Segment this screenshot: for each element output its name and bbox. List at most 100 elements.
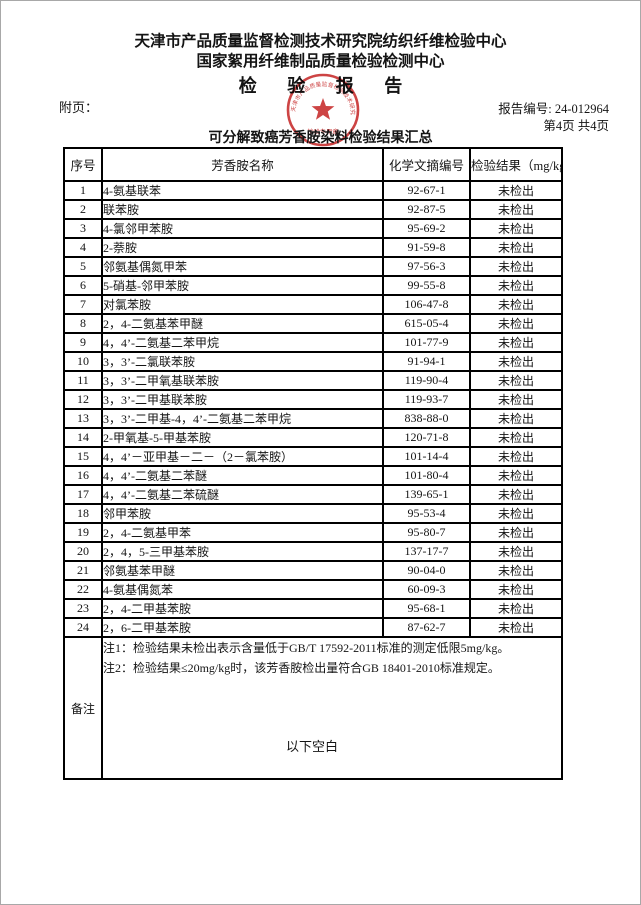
table-row: 1 4-氨基联苯 92-67-1 未检出 (63, 180, 563, 201)
amine-name-cell: 4-氨基联苯 (101, 180, 384, 201)
row-index-cell: 2 (63, 199, 103, 220)
row-index-cell: 3 (63, 218, 103, 239)
results-table-wrapper: 序号 芳香胺名称 化学文摘编号 检验结果（mg/kg） 1 4-氨基联苯 92-… (63, 147, 563, 780)
result-cell: 未检出 (469, 446, 563, 467)
table-row: 11 3，3’-二甲氧基联苯胺 119-90-4 未检出 (63, 370, 563, 391)
amine-name-cell: 4-氨基偶氮苯 (101, 579, 384, 600)
amine-name-cell: 联苯胺 (101, 199, 384, 220)
row-index-cell: 17 (63, 484, 103, 505)
org-name-line2: 国家絮用纤维制品质量检验检测中心 (196, 53, 445, 70)
cas-number-cell: 139-65-1 (382, 484, 471, 505)
result-cell: 未检出 (469, 560, 563, 581)
cas-number-cell: 101-14-4 (382, 446, 471, 467)
amine-name-cell: 2-甲氧基-5-甲基苯胺 (101, 427, 384, 448)
result-cell: 未检出 (469, 484, 563, 505)
result-cell: 未检出 (469, 465, 563, 486)
official-seal-icon: 天津市产品质量监督检测技术研究院纺织纤维检验中心 检验专用章 (284, 71, 360, 147)
column-header-index: 序号 (63, 147, 103, 182)
row-index-cell: 16 (63, 465, 103, 486)
cas-number-cell: 95-80-7 (382, 522, 471, 543)
org-name-line1: 天津市产品质量监督检测技术研究院纺织纤维检验中心 (134, 33, 507, 50)
table-row: 9 4，4’-二氨基二苯甲烷 101-77-9 未检出 (63, 332, 563, 353)
cas-number-cell: 91-59-8 (382, 237, 471, 258)
page-indicator: 第4页 共4页 (543, 119, 609, 133)
cas-number-cell: 60-09-3 (382, 579, 471, 600)
amine-name-cell: 4，4’－亚甲基－二－（2－氯苯胺） (101, 446, 384, 467)
result-cell: 未检出 (469, 180, 563, 201)
report-title: 检 验 报 告 (238, 76, 416, 96)
table-row: 15 4，4’－亚甲基－二－（2－氯苯胺） 101-14-4 未检出 (63, 446, 563, 467)
seal-bottom-text: 检验专用章 (308, 128, 339, 136)
result-cell: 未检出 (469, 237, 563, 258)
result-cell: 未检出 (469, 503, 563, 524)
result-cell: 未检出 (469, 294, 563, 315)
amine-name-cell: 邻甲苯胺 (101, 503, 384, 524)
amine-name-cell: 2，4-二甲基苯胺 (101, 598, 384, 619)
result-cell: 未检出 (469, 617, 563, 638)
row-index-cell: 12 (63, 389, 103, 410)
row-index-cell: 10 (63, 351, 103, 372)
table-row: 14 2-甲氧基-5-甲基苯胺 120-71-8 未检出 (63, 427, 563, 448)
column-header-cas: 化学文摘编号 (382, 147, 471, 182)
result-cell: 未检出 (469, 332, 563, 353)
table-row: 6 5-硝基-邻甲苯胺 99-55-8 未检出 (63, 275, 563, 296)
result-cell: 未检出 (469, 598, 563, 619)
report-number: 报告编号: 24-012964 (498, 98, 609, 117)
cas-number-cell: 95-53-4 (382, 503, 471, 524)
row-index-cell: 14 (63, 427, 103, 448)
below-blank-text: 以下空白 (285, 739, 338, 754)
row-index-cell: 22 (63, 579, 103, 600)
table-row: 22 4-氨基偶氮苯 60-09-3 未检出 (63, 579, 563, 600)
cas-number-cell: 87-62-7 (382, 617, 471, 638)
row-index-cell: 8 (63, 313, 103, 334)
amine-name-cell: 4，4’-二氨基二苯醚 (101, 465, 384, 486)
table-row: 3 4-氯邻甲苯胺 95-69-2 未检出 (63, 218, 563, 239)
remarks-label: 备注 (63, 636, 103, 780)
amine-name-cell: 2，4-二氨基甲苯 (101, 522, 384, 543)
result-cell: 未检出 (469, 370, 563, 391)
row-index-cell: 15 (63, 446, 103, 467)
row-index-cell: 7 (63, 294, 103, 315)
amine-name-cell: 对氯苯胺 (101, 294, 384, 315)
row-index-cell: 4 (63, 237, 103, 258)
cas-number-cell: 92-67-1 (382, 180, 471, 201)
row-index-cell: 6 (63, 275, 103, 296)
result-cell: 未检出 (469, 541, 563, 562)
note-1: 注1：检验结果未检出表示含量低于GB/T 17592-2011标准的测定低限5m… (103, 641, 510, 655)
cas-number-cell: 120-71-8 (382, 427, 471, 448)
cas-number-cell: 95-69-2 (382, 218, 471, 239)
table-row: 21 邻氨基苯甲醚 90-04-0 未检出 (63, 560, 563, 581)
amine-name-cell: 2，4，5-三甲基苯胺 (101, 541, 384, 562)
cas-number-cell: 101-77-9 (382, 332, 471, 353)
amine-name-cell: 2，6-二甲基苯胺 (101, 617, 384, 638)
row-index-cell: 19 (63, 522, 103, 543)
result-cell: 未检出 (469, 408, 563, 429)
result-cell: 未检出 (469, 427, 563, 448)
cas-number-cell: 97-56-3 (382, 256, 471, 277)
table-row: 7 对氯苯胺 106-47-8 未检出 (63, 294, 563, 315)
amine-name-cell: 5-硝基-邻甲苯胺 (101, 275, 384, 296)
amine-name-cell: 2-萘胺 (101, 237, 384, 258)
column-header-result: 检验结果（mg/kg） (469, 147, 563, 182)
table-header-row: 序号 芳香胺名称 化学文摘编号 检验结果（mg/kg） (63, 147, 563, 182)
table-row: 20 2，4，5-三甲基苯胺 137-17-7 未检出 (63, 541, 563, 562)
amine-name-cell: 邻氨基偶氮甲苯 (101, 256, 384, 277)
cas-number-cell: 91-94-1 (382, 351, 471, 372)
results-table: 序号 芳香胺名称 化学文摘编号 检验结果（mg/kg） 1 4-氨基联苯 92-… (63, 147, 563, 780)
row-index-cell: 5 (63, 256, 103, 277)
row-index-cell: 20 (63, 541, 103, 562)
table-row: 2 联苯胺 92-87-5 未检出 (63, 199, 563, 220)
amine-name-cell: 3，3’-二甲基-4，4’-二氨基二苯甲烷 (101, 408, 384, 429)
table-row: 24 2，6-二甲基苯胺 87-62-7 未检出 (63, 617, 563, 638)
table-row: 16 4，4’-二氨基二苯醚 101-80-4 未检出 (63, 465, 563, 486)
table-row: 18 邻甲苯胺 95-53-4 未检出 (63, 503, 563, 524)
table-row: 19 2，4-二氨基甲苯 95-80-7 未检出 (63, 522, 563, 543)
amine-name-cell: 3，3’-二氯联苯胺 (101, 351, 384, 372)
report-number-label: 报告编号: (498, 102, 552, 116)
table-row: 10 3，3’-二氯联苯胺 91-94-1 未检出 (63, 351, 563, 372)
cas-number-cell: 101-80-4 (382, 465, 471, 486)
result-cell: 未检出 (469, 522, 563, 543)
table-row: 8 2，4-二氨基苯甲醚 615-05-4 未检出 (63, 313, 563, 334)
remarks-row: 备注 注1：检验结果未检出表示含量低于GB/T 17592-2011标准的测定低… (63, 636, 563, 780)
